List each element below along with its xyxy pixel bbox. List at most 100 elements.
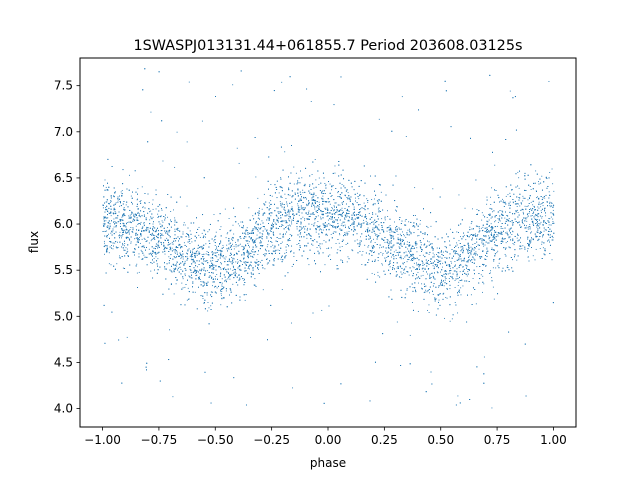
data-point [261, 237, 263, 239]
data-point [382, 253, 384, 254]
data-point [398, 246, 400, 248]
data-point [526, 217, 528, 219]
data-point [320, 216, 322, 218]
data-point [506, 218, 508, 220]
data-point [201, 232, 203, 234]
data-point [541, 243, 543, 245]
data-point [119, 220, 121, 222]
data-point [262, 245, 264, 246]
data-point [470, 251, 472, 253]
data-point [366, 198, 368, 200]
data-point [397, 253, 399, 255]
data-point [307, 212, 309, 214]
data-point [314, 159, 316, 160]
data-point [258, 263, 260, 265]
data-point [270, 215, 272, 217]
data-point [110, 200, 112, 202]
data-point [302, 189, 304, 191]
data-point [480, 274, 482, 276]
data-point [106, 235, 108, 237]
data-point [110, 230, 112, 232]
data-point [529, 244, 530, 245]
data-point [481, 219, 483, 221]
data-point [530, 208, 532, 210]
data-point [293, 216, 295, 218]
data-point [539, 203, 541, 205]
data-point [311, 205, 312, 207]
data-point [408, 259, 410, 261]
data-point [333, 210, 335, 212]
data-point [415, 241, 417, 243]
data-point [426, 291, 428, 293]
data-point [256, 259, 258, 261]
data-point [285, 252, 287, 253]
data-point [329, 254, 331, 256]
data-point [356, 239, 358, 241]
data-point [283, 236, 285, 238]
data-point [322, 195, 324, 197]
data-point [205, 282, 207, 284]
data-point [154, 235, 156, 237]
data-point [268, 262, 270, 264]
data-point [310, 235, 312, 237]
data-point [151, 263, 153, 264]
data-point [250, 237, 252, 239]
data-point [334, 220, 336, 222]
data-point [537, 230, 539, 231]
data-point [339, 234, 341, 236]
data-point [529, 224, 531, 226]
data-point [184, 275, 186, 277]
data-point [201, 245, 203, 247]
data-point [169, 248, 171, 250]
data-point [220, 290, 222, 292]
data-point [319, 246, 321, 248]
data-point [429, 278, 431, 279]
data-point [421, 287, 423, 289]
data-point [431, 262, 433, 264]
data-point [186, 141, 188, 143]
data-point [255, 244, 256, 246]
data-point [469, 234, 471, 236]
data-point [430, 261, 431, 263]
data-point [423, 292, 425, 294]
data-point [216, 287, 218, 289]
data-point [110, 232, 112, 234]
data-point [103, 218, 105, 220]
data-point [393, 256, 395, 258]
data-point [143, 202, 145, 204]
data-point [469, 226, 471, 228]
data-point [410, 260, 412, 262]
data-point [449, 228, 451, 230]
data-point [210, 257, 212, 259]
data-point [382, 254, 384, 256]
data-point [534, 259, 536, 261]
data-point [512, 230, 513, 232]
data-point [530, 189, 532, 190]
data-point [492, 227, 494, 229]
data-point [527, 205, 529, 207]
data-point [252, 215, 254, 217]
data-point [336, 210, 338, 211]
data-point [106, 251, 108, 253]
data-point [298, 209, 300, 211]
data-point [538, 225, 540, 227]
data-point [512, 202, 514, 204]
data-point [194, 255, 196, 257]
data-point [256, 261, 258, 263]
data-point [487, 221, 489, 223]
data-point [457, 395, 459, 397]
data-point [470, 223, 472, 225]
data-point [536, 214, 538, 216]
data-point [213, 281, 215, 283]
data-point [464, 245, 466, 246]
data-point [210, 305, 212, 307]
data-point [291, 322, 293, 324]
data-point [137, 211, 139, 213]
data-point [287, 225, 289, 227]
data-point [332, 226, 334, 228]
data-point [132, 228, 134, 230]
data-point [352, 250, 354, 252]
data-point [232, 243, 233, 245]
data-point [315, 195, 317, 197]
data-point [121, 237, 122, 239]
